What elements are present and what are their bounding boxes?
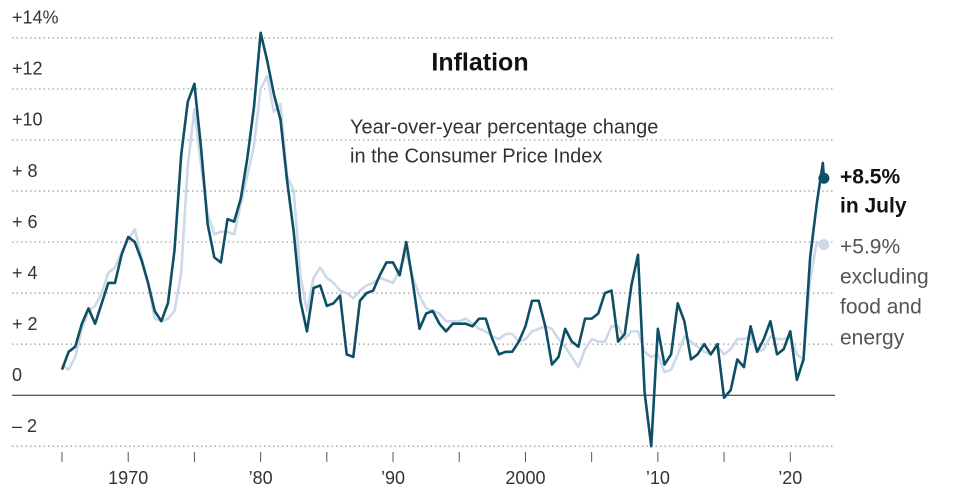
chart-subtitle: in the Consumer Price Index (350, 145, 602, 167)
x-tick-label: ’10 (646, 468, 670, 488)
x-tick-label: ’20 (778, 468, 802, 488)
y-tick-label: +12 (12, 59, 43, 79)
x-tick-label: ’80 (249, 468, 273, 488)
x-tick-label: 2000 (505, 468, 545, 488)
y-tick-label: +10 (12, 110, 43, 130)
y-tick-label: + 8 (12, 161, 38, 181)
y-tick-label: + 4 (12, 263, 38, 283)
chart-subtitle: Year-over-year percentage change (350, 116, 658, 138)
end-label: excluding (840, 266, 929, 289)
series-line (60, 31, 826, 448)
x-tick-label: 1970 (108, 468, 148, 488)
y-tick-label: 0 (12, 365, 22, 385)
y-tick-label: – 2 (12, 416, 37, 436)
series-line (61, 74, 825, 374)
y-tick-label: + 6 (12, 212, 38, 232)
end-label: in July (840, 195, 907, 218)
end-label: food and (840, 296, 922, 319)
y-tick-label: + 2 (12, 314, 38, 334)
end-dot (818, 172, 830, 184)
x-tick-label: ’90 (381, 468, 405, 488)
end-label: +5.9% (840, 236, 900, 259)
chart-title: Inflation (431, 49, 528, 77)
end-label: energy (840, 327, 905, 350)
end-dot (818, 239, 830, 251)
y-tick-label: +14% (12, 8, 59, 28)
end-label: +8.5% (840, 166, 900, 189)
